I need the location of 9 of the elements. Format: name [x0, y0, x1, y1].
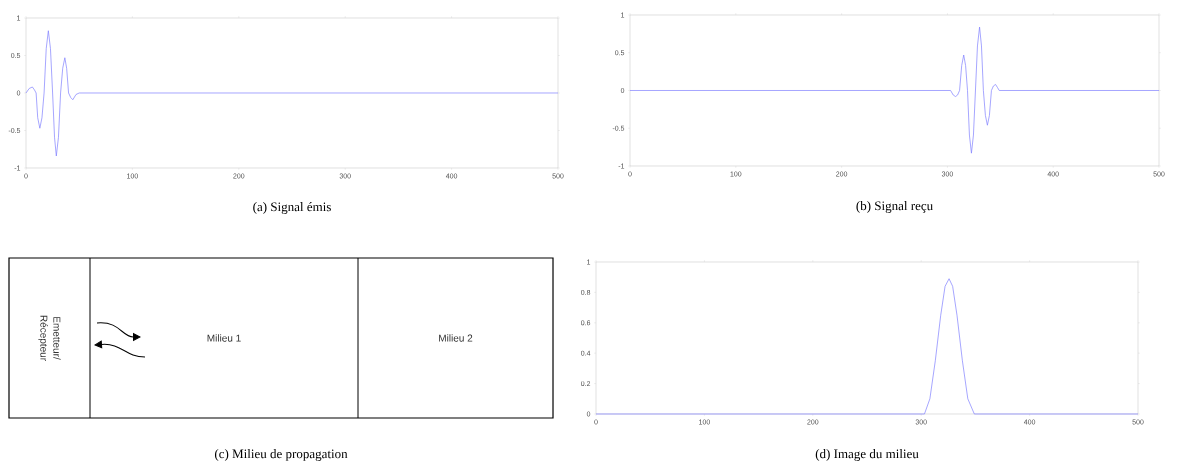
text: Milieu 1: [207, 334, 241, 342]
text: (b) Signal reçu: [856, 201, 933, 213]
line-series: [595, 278, 1139, 415]
text: (a) Signal émis: [253, 202, 331, 214]
text: Milieu 2: [439, 334, 473, 342]
text: (d) Image du milieu: [815, 449, 919, 461]
text: Emetteur/ Récepteur: [38, 315, 61, 361]
line-series: [25, 30, 559, 157]
text: (c) Milieu de propagation: [214, 449, 348, 461]
